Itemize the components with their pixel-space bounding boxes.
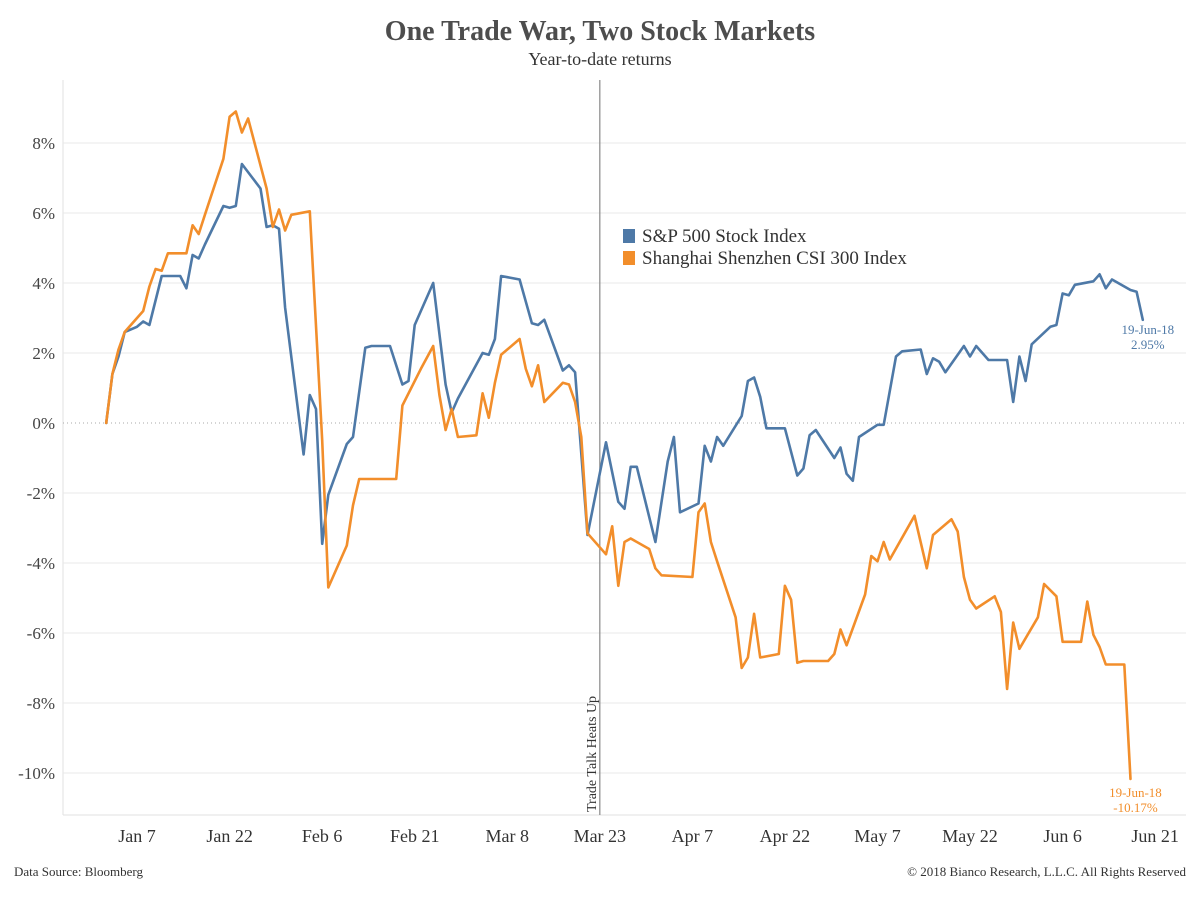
end-label-value: 2.95%: [1131, 337, 1165, 352]
series-line-sp500: [104, 162, 1145, 546]
event-label: Trade Talk Heats Up: [585, 696, 600, 812]
chart-subtitle: Year-to-date returns: [528, 49, 672, 69]
x-axis-ticks: Jan 7 Jan 22 Feb 6 Feb 21 Mar 8 Mar 23 Apr 7 Ap…: [118, 826, 1179, 846]
event-marker: Trade Talk Heats Up: [585, 80, 601, 815]
x-tick-label: May 22: [942, 826, 998, 846]
x-tick-label: Feb 21: [390, 826, 440, 846]
y-axis-ticks: -10% -8% -6% -4% -2% 0% 2% 4% 6% 8%: [18, 134, 55, 783]
plot-frame: [62, 80, 1186, 816]
x-tick-label: Jun 21: [1131, 826, 1179, 846]
y-tick-label: 8%: [32, 134, 55, 153]
y-tick-label: 0%: [32, 414, 55, 433]
legend-label: Shanghai Shenzhen CSI 300 Index: [642, 248, 907, 269]
x-tick-label: Jan 7: [118, 826, 156, 846]
legend-label: S&P 500 Stock Index: [642, 226, 807, 247]
x-tick-label: Feb 6: [302, 826, 343, 846]
legend-swatch: [623, 251, 635, 265]
end-labels: 19-Jun-182.95%19-Jun-18-10.17%: [1109, 322, 1174, 815]
legend-swatch: [623, 229, 635, 243]
chart-title: One Trade War, Two Stock Markets: [384, 16, 816, 47]
y-tick-label: -4%: [27, 554, 55, 573]
y-tick-label: -8%: [27, 694, 55, 713]
x-tick-label: Apr 22: [760, 826, 811, 846]
y-tick-label: -2%: [27, 484, 55, 503]
x-tick-label: Jun 6: [1043, 826, 1082, 846]
y-tick-label: -10%: [18, 764, 55, 783]
end-label-date: 19-Jun-18: [1121, 322, 1174, 337]
x-tick-label: Apr 7: [672, 826, 714, 846]
x-tick-label: May 7: [854, 826, 901, 846]
series-lines: [104, 110, 1145, 781]
end-label-date: 19-Jun-18: [1109, 785, 1162, 800]
end-label-value: -10.17%: [1113, 800, 1158, 815]
x-tick-label: Mar 23: [574, 826, 627, 846]
gridlines: [63, 142, 1186, 774]
x-tick-label: Jan 22: [206, 826, 253, 846]
y-tick-label: -6%: [27, 624, 55, 643]
series-line-csi300: [104, 110, 1132, 781]
y-tick-label: 4%: [32, 274, 55, 293]
copyright-note: © 2018 Bianco Research, L.L.C. All Right…: [907, 864, 1186, 879]
y-tick-label: 2%: [32, 344, 55, 363]
data-source-note: Data Source: Bloomberg: [14, 864, 144, 879]
x-tick-label: Mar 8: [486, 826, 530, 846]
y-tick-label: 6%: [32, 204, 55, 223]
